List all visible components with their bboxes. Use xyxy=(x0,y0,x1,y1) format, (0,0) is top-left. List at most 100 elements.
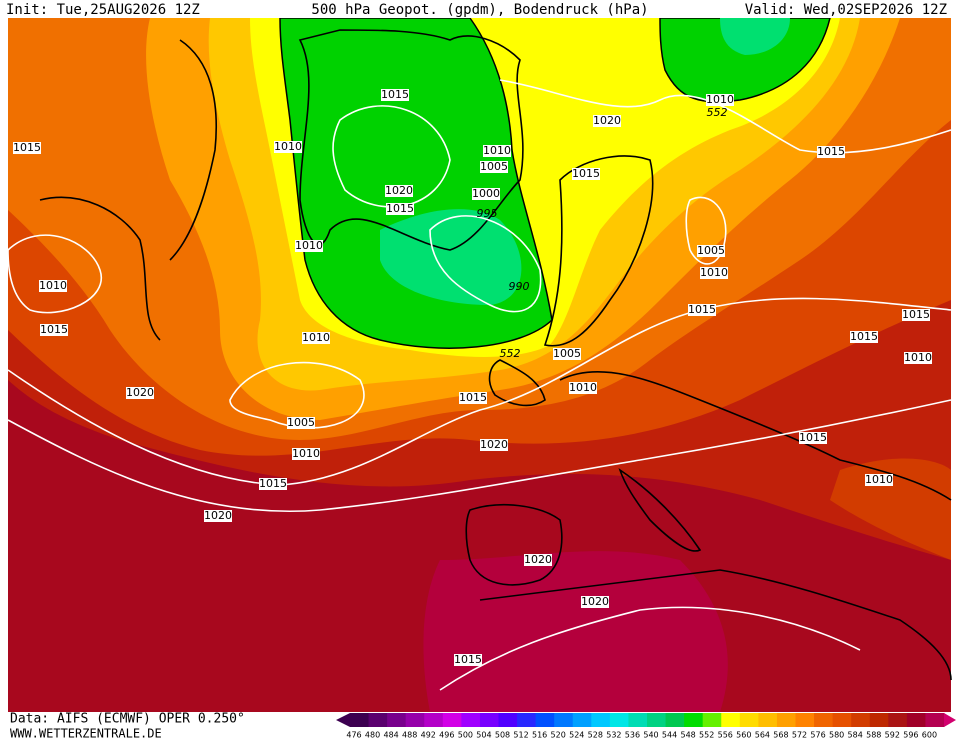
isobar-label: 1020 xyxy=(593,114,621,127)
legend-swatch xyxy=(776,713,796,727)
isobar-label: 1005 xyxy=(287,416,315,429)
legend-swatch xyxy=(554,713,574,727)
isobar-label: 1015 xyxy=(799,431,827,444)
legend-swatch xyxy=(832,713,852,727)
isobar-label-box xyxy=(524,554,552,566)
legend-label: 496 xyxy=(439,731,454,740)
isobar-label-box xyxy=(13,142,41,154)
legend-swatch xyxy=(350,713,370,727)
legend-swatch xyxy=(479,713,499,727)
legend-swatch xyxy=(684,713,704,727)
isobar-label-box xyxy=(483,145,511,157)
legend-swatch xyxy=(814,713,834,727)
isobar-label: 1000 xyxy=(472,187,500,200)
isobar-label: 1015 xyxy=(454,653,482,666)
isobar-label-box xyxy=(274,141,302,153)
isobar-label: 1020 xyxy=(126,386,154,399)
isobar-label-box xyxy=(902,309,930,321)
isobar-label-box xyxy=(295,240,323,252)
isobar-label-box xyxy=(381,89,409,101)
isobar-label: 1015 xyxy=(40,323,68,336)
isobar-label-box xyxy=(581,596,609,608)
isobar-label-box xyxy=(385,185,413,197)
isobar-label-box xyxy=(572,168,600,180)
legend-swatch xyxy=(888,713,908,727)
valid-time: Valid: Wed,02SEP2026 12Z xyxy=(745,2,947,18)
legend-label: 600 xyxy=(922,731,937,740)
legend-label: 476 xyxy=(346,731,361,740)
isobar-label-box xyxy=(292,448,320,460)
legend-label: 556 xyxy=(718,731,733,740)
isobar-label-box xyxy=(40,324,68,336)
init-time: Init: Tue,25AUG2026 12Z xyxy=(6,2,200,18)
isobar-label: 1010 xyxy=(274,140,302,153)
isobar-label: 552 xyxy=(707,106,728,119)
isobar-label-box xyxy=(850,331,878,343)
legend-swatch xyxy=(387,713,407,727)
legend-label: 548 xyxy=(680,731,695,740)
legend-swatch xyxy=(758,713,778,727)
legend-swatch xyxy=(795,713,815,727)
legend-label: 520 xyxy=(551,731,566,740)
isobar-label: 1015 xyxy=(850,330,878,343)
isobar-label-box xyxy=(569,382,597,394)
legend-swatch xyxy=(368,713,388,727)
legend-label: 564 xyxy=(755,731,770,740)
legend-swatch xyxy=(925,713,945,727)
legend-swatch xyxy=(405,713,425,727)
isobar-label-box xyxy=(454,654,482,666)
legend-label: 536 xyxy=(625,731,640,740)
legend-label: 576 xyxy=(810,731,825,740)
data-source: Data: AIFS (ECMWF) OPER 0.250° xyxy=(10,712,245,727)
isobar-label: 1010 xyxy=(904,351,932,364)
isobar-label-box xyxy=(817,146,845,158)
legend-label: 500 xyxy=(458,731,473,740)
legend-label: 524 xyxy=(569,731,584,740)
legend-swatch xyxy=(702,713,722,727)
header-bar xyxy=(0,0,959,18)
legend-label: 580 xyxy=(829,731,844,740)
legend-swatch xyxy=(424,713,444,727)
isobar-label-box xyxy=(287,417,315,429)
isobar-label: 1020 xyxy=(480,438,508,451)
isobar-label: 1015 xyxy=(902,308,930,321)
isobar-label: 1020 xyxy=(524,553,552,566)
legend-label: 532 xyxy=(606,731,621,740)
legend-label: 516 xyxy=(532,731,547,740)
isobar-label: 1005 xyxy=(553,347,581,360)
legend-label: 504 xyxy=(476,731,491,740)
isobar-label-box xyxy=(697,245,725,257)
legend-arrow-left xyxy=(336,713,350,727)
isobar-label-box xyxy=(459,392,487,404)
legend-swatch xyxy=(572,713,592,727)
isobar-label: 1010 xyxy=(569,381,597,394)
isobar-label: 1010 xyxy=(865,473,893,486)
legend-label: 544 xyxy=(662,731,677,740)
legend-label: 572 xyxy=(792,731,807,740)
isobar-label-box xyxy=(204,510,232,522)
isobar-label: 1010 xyxy=(295,239,323,252)
legend-swatch xyxy=(739,713,759,727)
isobar-label-box xyxy=(688,304,716,316)
legend-label: 508 xyxy=(495,731,510,740)
isobar-label-box xyxy=(126,387,154,399)
legend-label: 592 xyxy=(885,731,900,740)
isobar-label: 1015 xyxy=(459,391,487,404)
isobar-label: 1005 xyxy=(480,160,508,173)
isobar-label-box xyxy=(39,280,67,292)
isobar-label: 995 xyxy=(477,207,498,220)
isobar-label-box xyxy=(799,432,827,444)
legend-label: 540 xyxy=(643,731,658,740)
legend-label: 484 xyxy=(383,731,398,740)
legend-label: 584 xyxy=(848,731,863,740)
isobar-label: 1010 xyxy=(483,144,511,157)
isobar-label: 1015 xyxy=(572,167,600,180)
isobar-label-box xyxy=(904,352,932,364)
legend-swatch xyxy=(721,713,741,727)
isobar-label-box xyxy=(593,115,621,127)
map-title: 500 hPa Geopot. (gpdm), Bodendruck (hPa) xyxy=(311,2,648,18)
legend-swatch xyxy=(498,713,518,727)
legend-swatch xyxy=(591,713,611,727)
isobar-label-box xyxy=(480,439,508,451)
